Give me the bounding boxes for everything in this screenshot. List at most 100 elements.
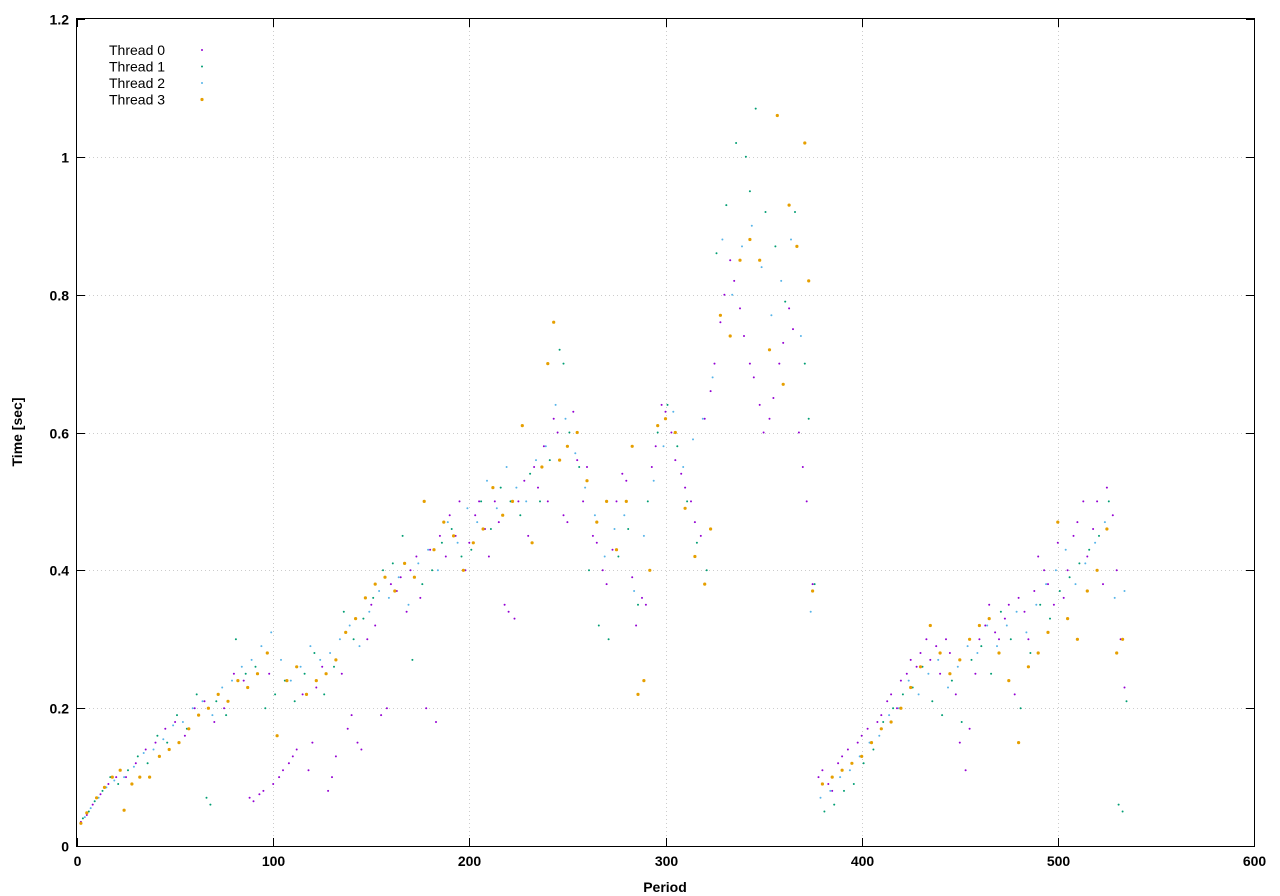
data-point [372,596,375,599]
data-point [537,486,539,489]
data-point [827,783,830,785]
data-point [354,617,358,621]
data-point [988,603,991,606]
data-point [690,500,692,503]
data-point [888,714,891,717]
data-point [699,534,702,537]
legend-marker [200,97,204,102]
data-point [344,630,348,635]
data-point [438,534,441,537]
data-point [935,645,938,648]
data-point [546,362,550,366]
data-point [663,417,668,421]
data-point [703,582,707,586]
data-point [1113,596,1116,599]
data-point [474,514,477,517]
data-point [293,700,296,703]
data-point [314,679,318,683]
data-point [582,500,585,503]
data-point [352,638,355,641]
data-point [772,397,775,399]
data-point [586,466,588,468]
data-point [693,554,697,559]
data-point [295,748,298,751]
data-point [358,645,361,648]
data-point [481,527,485,531]
data-point [990,672,993,675]
data-point [117,783,120,785]
data-point [1047,583,1049,586]
data-point [225,714,228,717]
data-point [356,741,359,744]
data-point [232,672,235,675]
data-point [523,479,526,482]
data-point [107,783,110,785]
data-point [775,113,779,118]
data-point [1056,520,1060,524]
data-point [633,590,636,592]
data-point [315,686,318,689]
x-tick-label: 100 [262,853,286,869]
data-point [385,707,388,710]
data-point [221,686,224,689]
data-point [958,658,962,662]
data-point [907,679,910,682]
data-point [1064,548,1067,551]
data-point [206,706,210,710]
data-point [203,700,206,703]
data-point [1017,596,1020,599]
data-point [461,568,465,572]
data-point [470,548,473,551]
data-point [304,692,309,697]
data-point [456,541,459,544]
data-point [611,548,614,551]
data-point [246,685,250,690]
data-point [566,521,569,524]
data-point [127,769,129,772]
data-point [792,328,794,331]
data-point [781,382,785,386]
data-point [701,417,704,420]
data-point [205,796,208,799]
data-point [466,507,469,510]
data-point [1027,638,1030,641]
data-point [821,769,824,772]
data-point [597,624,600,627]
data-point [255,672,260,676]
data-point [226,699,230,703]
data-point [754,107,757,110]
data-point [366,638,369,641]
data-point [986,624,989,627]
data-point [729,259,732,262]
data-point [987,617,991,621]
data-point [231,679,233,682]
data-point [905,672,908,675]
data-point [91,803,94,806]
data-point [530,541,534,545]
data-point [501,513,505,517]
data-point [919,652,922,654]
data-point [282,769,284,772]
data-point [513,617,516,620]
data-point [630,444,634,448]
data-point [201,700,204,703]
data-point [656,424,660,428]
data-point [624,499,628,503]
y-tick-labels: 0 0.2 0.4 0.6 0.8 1 1.2 [50,12,70,855]
data-point [213,721,216,723]
data-point [758,403,761,406]
data-point [748,190,751,193]
data-point [539,500,541,503]
data-point [1102,583,1104,586]
data-point [692,438,694,441]
data-point [1072,534,1075,537]
data-point [960,721,963,723]
data-point [552,320,556,324]
data-point [85,814,88,816]
data-point [978,638,981,641]
data-point [154,741,157,744]
data-point [848,769,851,772]
data-point [794,211,796,213]
data-point [270,631,273,634]
